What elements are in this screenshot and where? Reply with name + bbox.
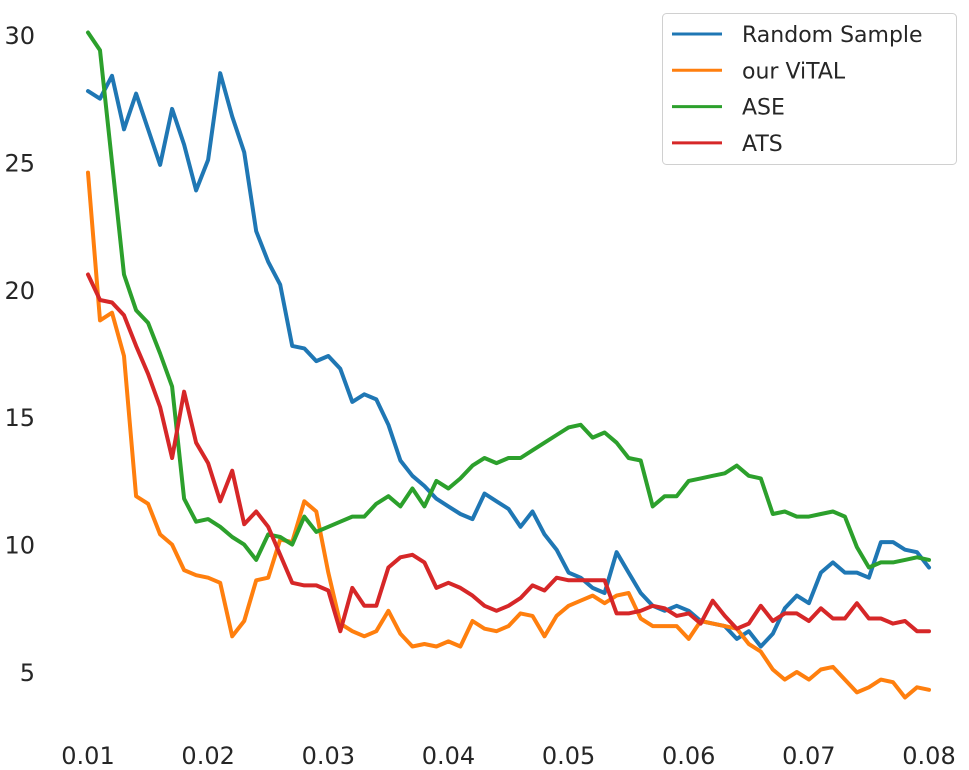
y-axis-ticks: 5 10 15 20 25 30 xyxy=(4,22,35,687)
y-tick-label: 10 xyxy=(4,532,35,560)
x-tick-label: 0.04 xyxy=(422,742,475,770)
x-tick-label: 0.02 xyxy=(181,742,234,770)
series-line-random-sample xyxy=(86,71,931,649)
x-tick-label: 0.03 xyxy=(302,742,355,770)
x-tick-label: 0.08 xyxy=(902,742,955,770)
legend-label-random-sample: Random Sample xyxy=(742,23,923,48)
legend-frame xyxy=(662,13,957,165)
y-tick-label: 20 xyxy=(4,277,35,305)
x-tick-label: 0.07 xyxy=(782,742,835,770)
x-axis-ticks: 0.01 0.02 0.03 0.04 0.05 0.06 0.07 0.08 xyxy=(61,742,955,770)
series-line-ats xyxy=(86,272,931,634)
y-tick-label: 25 xyxy=(4,149,35,177)
legend-label-ase: ASE xyxy=(742,96,785,121)
series-line-ase xyxy=(86,30,931,570)
x-tick-label: 0.01 xyxy=(61,742,114,770)
y-tick-label: 5 xyxy=(20,659,35,687)
legend-label-our-vital: our ViTAL xyxy=(742,59,846,84)
legend: Random Sample our ViTAL ASE ATS xyxy=(662,13,957,165)
x-tick-label: 0.05 xyxy=(542,742,595,770)
series-line-our-vital xyxy=(86,170,931,700)
legend-label-ats: ATS xyxy=(742,132,783,157)
y-tick-label: 15 xyxy=(4,404,35,432)
y-tick-label: 30 xyxy=(4,22,35,50)
x-tick-label: 0.06 xyxy=(662,742,715,770)
series-lines xyxy=(86,30,931,700)
